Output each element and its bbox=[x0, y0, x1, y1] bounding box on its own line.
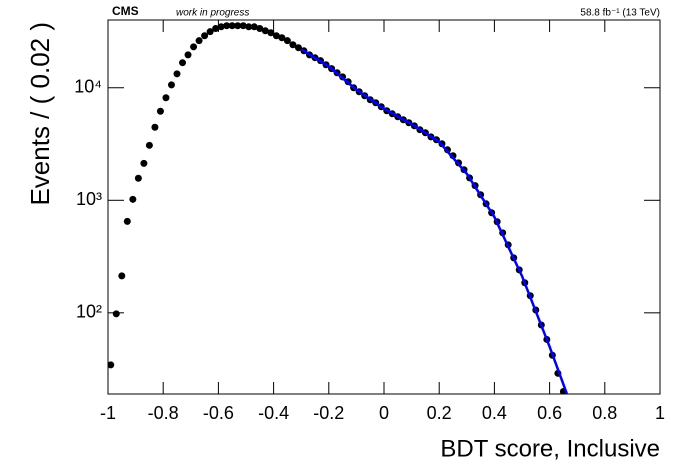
data-point bbox=[134, 174, 142, 182]
plot-frame bbox=[107, 19, 661, 395]
data-point bbox=[261, 27, 269, 35]
x-tick-label: -0.6 bbox=[203, 403, 234, 423]
data-point bbox=[267, 29, 275, 37]
data-point bbox=[278, 34, 286, 42]
data-point bbox=[228, 22, 236, 30]
data-point bbox=[162, 94, 170, 102]
data-point bbox=[184, 51, 192, 59]
header-right: 58.8 fb⁻¹ (13 TeV) bbox=[580, 8, 660, 19]
y-axis-label: Events / ( 0.02 ) bbox=[25, 22, 55, 206]
data-point bbox=[179, 59, 187, 67]
x-tick-label: 0.2 bbox=[427, 403, 452, 423]
x-tick-label: -0.4 bbox=[258, 403, 289, 423]
data-point bbox=[239, 22, 247, 30]
data-point bbox=[289, 41, 297, 49]
data-point bbox=[156, 107, 164, 115]
x-tick-label: -1 bbox=[100, 403, 116, 423]
data-point bbox=[118, 272, 126, 280]
data-point bbox=[173, 70, 181, 78]
data-point bbox=[272, 32, 280, 40]
x-axis-label: BDT score, Inclusive bbox=[440, 435, 660, 462]
data-point bbox=[123, 217, 131, 225]
data-point bbox=[234, 22, 242, 30]
data-point bbox=[129, 195, 137, 203]
y-tick-label: 10² bbox=[76, 302, 102, 322]
x-tick-label: 1 bbox=[655, 403, 665, 423]
header-note: work in progress bbox=[176, 8, 249, 19]
data-point bbox=[190, 43, 198, 51]
data-point bbox=[145, 141, 153, 149]
x-tick-label: 0.8 bbox=[592, 403, 617, 423]
data-point bbox=[223, 22, 231, 30]
y-tick-label: 10⁴ bbox=[74, 77, 102, 97]
data-point bbox=[108, 361, 115, 369]
x-tick-label: 0 bbox=[379, 403, 389, 423]
data-point bbox=[294, 44, 302, 52]
y-tick-label: 10³ bbox=[76, 189, 102, 209]
data-point bbox=[217, 23, 225, 31]
header-left: CMS bbox=[112, 4, 139, 18]
data-point bbox=[245, 23, 253, 31]
x-tick-label: 0.4 bbox=[482, 403, 507, 423]
plot-area bbox=[108, 22, 569, 394]
data-point bbox=[212, 25, 220, 33]
data-point bbox=[250, 23, 258, 31]
data-point bbox=[256, 25, 264, 33]
x-tick-label: -0.2 bbox=[313, 403, 344, 423]
data-point bbox=[195, 37, 203, 45]
data-point bbox=[283, 37, 291, 45]
x-tick-label: -0.8 bbox=[148, 403, 179, 423]
x-tick-label: 0.6 bbox=[537, 403, 562, 423]
data-point bbox=[201, 32, 209, 40]
data-point bbox=[167, 81, 175, 89]
data-point bbox=[140, 159, 148, 167]
data-point bbox=[151, 123, 159, 131]
data-point bbox=[206, 28, 214, 36]
fit-line bbox=[300, 48, 569, 394]
data-point bbox=[112, 310, 120, 318]
